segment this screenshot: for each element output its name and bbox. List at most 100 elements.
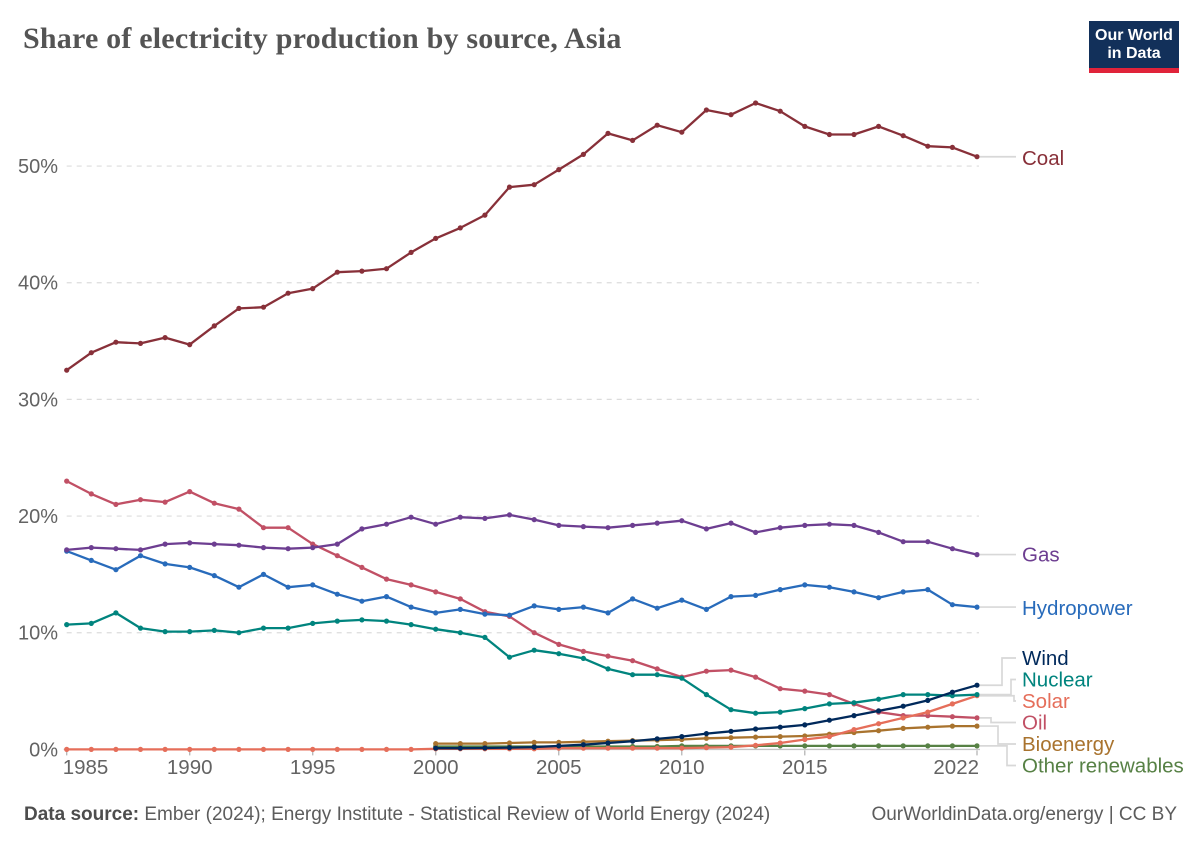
data-point-gas[interactable] [359,526,365,532]
data-point-oil[interactable] [285,525,291,531]
data-point-bioenergy[interactable] [974,723,980,729]
data-point-nuclear[interactable] [137,625,144,631]
data-point-gas[interactable] [285,546,291,552]
data-point-gas[interactable] [236,542,242,548]
data-point-nuclear[interactable] [851,700,857,706]
data-point-nuclear[interactable] [64,622,70,628]
series-oil[interactable] [64,478,980,721]
data-point-hydropower[interactable] [506,612,513,618]
series-coal[interactable] [64,100,980,373]
data-point-gas[interactable] [260,545,267,551]
data-point-gas[interactable] [630,522,636,529]
data-point-gas[interactable] [580,524,587,530]
data-point-oil[interactable] [777,686,783,692]
data-point-solar[interactable] [383,746,390,753]
data-point-nuclear[interactable] [260,625,267,631]
data-point-other-renewables[interactable] [925,743,931,749]
data-point-hydropower[interactable] [187,564,193,571]
data-point-solar[interactable] [211,746,217,753]
data-point-oil[interactable] [334,553,340,559]
series-nuclear[interactable] [64,610,980,716]
data-point-coal[interactable] [851,131,857,138]
data-point-oil[interactable] [457,596,463,602]
data-point-coal[interactable] [359,268,365,274]
data-point-hydropower[interactable] [211,573,217,579]
data-point-nuclear[interactable] [802,706,808,712]
data-point-nuclear[interactable] [654,672,660,678]
data-point-coal[interactable] [506,184,513,190]
data-point-coal[interactable] [654,122,660,128]
data-point-gas[interactable] [531,517,537,523]
data-point-coal[interactable] [974,154,980,160]
data-point-gas[interactable] [64,547,70,553]
data-point-gas[interactable] [949,546,956,552]
data-point-hydropower[interactable] [753,592,759,599]
data-point-wind[interactable] [703,731,710,737]
data-point-gas[interactable] [211,541,217,547]
data-point-nuclear[interactable] [433,626,439,632]
data-point-wind[interactable] [679,734,685,740]
data-point-nuclear[interactable] [630,672,636,678]
data-point-oil[interactable] [88,491,94,497]
data-point-coal[interactable] [826,131,833,138]
data-point-hydropower[interactable] [285,584,291,590]
data-point-coal[interactable] [482,212,488,218]
data-point-hydropower[interactable] [974,604,980,610]
data-point-nuclear[interactable] [162,629,168,635]
data-point-nuclear[interactable] [408,622,414,628]
data-point-oil[interactable] [949,714,956,720]
data-point-coal[interactable] [753,100,759,106]
data-point-oil[interactable] [654,666,660,672]
data-point-coal[interactable] [211,323,217,329]
data-point-solar[interactable] [630,745,636,751]
data-point-oil[interactable] [433,589,439,595]
data-point-coal[interactable] [457,225,463,231]
data-point-gas[interactable] [925,539,931,545]
data-point-hydropower[interactable] [679,597,685,603]
data-point-coal[interactable] [703,107,710,113]
data-point-hydropower[interactable] [556,606,562,613]
data-point-coal[interactable] [310,286,316,292]
data-point-wind[interactable] [433,745,439,751]
data-point-bioenergy[interactable] [753,734,759,740]
data-point-oil[interactable] [162,499,168,505]
data-point-solar[interactable] [851,727,857,733]
data-point-nuclear[interactable] [728,707,734,713]
series-label-hydropower[interactable]: Hydropower [1022,597,1133,620]
data-point-other-renewables[interactable] [802,743,808,749]
data-point-coal[interactable] [900,133,906,139]
data-point-solar[interactable] [753,742,759,748]
data-point-coal[interactable] [88,350,94,356]
data-point-wind[interactable] [506,745,513,751]
data-point-solar[interactable] [654,745,660,751]
data-point-nuclear[interactable] [359,617,365,623]
data-point-nuclear[interactable] [310,620,316,627]
data-point-oil[interactable] [580,648,587,655]
data-point-coal[interactable] [679,129,685,135]
data-point-bioenergy[interactable] [949,723,956,729]
data-point-coal[interactable] [334,269,340,275]
series-label-wind[interactable]: Wind [1022,647,1069,670]
data-point-solar[interactable] [925,709,931,715]
data-point-hydropower[interactable] [113,567,119,573]
data-point-solar[interactable] [728,744,734,750]
data-point-solar[interactable] [949,701,956,707]
data-point-nuclear[interactable] [876,696,882,702]
data-point-gas[interactable] [137,547,144,553]
data-point-nuclear[interactable] [925,692,931,698]
data-point-oil[interactable] [802,688,808,694]
data-point-nuclear[interactable] [974,692,980,698]
data-point-hydropower[interactable] [137,553,144,559]
series-label-solar[interactable]: Solar [1022,690,1070,713]
data-point-solar[interactable] [679,745,685,751]
series-gas[interactable] [64,512,980,558]
data-point-gas[interactable] [728,520,734,526]
series-hydropower[interactable] [64,548,980,618]
data-point-oil[interactable] [236,506,242,512]
data-point-wind[interactable] [630,738,636,744]
data-point-gas[interactable] [482,515,488,522]
data-point-oil[interactable] [359,564,365,571]
data-point-gas[interactable] [113,546,119,552]
data-point-oil[interactable] [408,582,414,588]
data-point-gas[interactable] [88,545,94,551]
